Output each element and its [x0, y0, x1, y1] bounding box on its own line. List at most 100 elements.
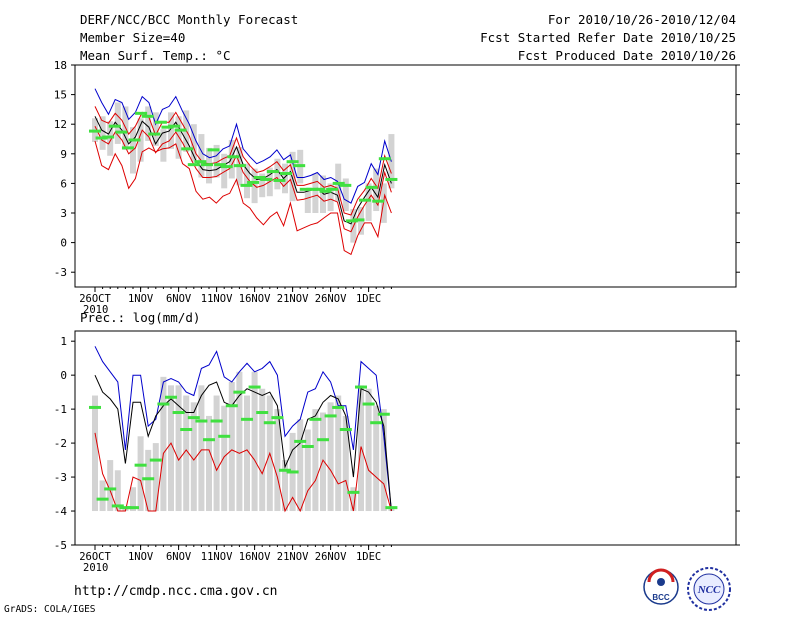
temperature-frame	[74, 64, 737, 288]
temperature-mean-mark-44	[378, 157, 391, 161]
temperature-ytick-label-5: 12	[54, 118, 67, 131]
temperature-bar-10	[168, 112, 174, 149]
temperature-mean-mark-25	[253, 175, 266, 179]
temperature-ytick-label-3: 6	[60, 177, 67, 190]
temperature-bar-6	[137, 118, 144, 162]
temperature-mean-mark-9	[148, 132, 161, 136]
temperature-xtick-label-7: 1DEC	[356, 293, 381, 305]
temperature-bar-30	[320, 175, 326, 213]
precipitation-ytick-label-3: -2	[54, 437, 67, 450]
temperature-mean-mark-24	[247, 180, 260, 184]
temperature-bar-36	[365, 183, 372, 221]
precipitation-bar-13	[190, 402, 197, 512]
temperature-xtick-label-3: 11NOV	[201, 293, 233, 305]
precipitation-bar-21	[251, 371, 258, 512]
temperature-bar-14	[198, 134, 205, 178]
temperature-bar-24	[274, 158, 281, 190]
temperature-mean-mark-41	[359, 198, 372, 202]
bcc-logo-arc	[647, 568, 675, 583]
precipitation-bar-24	[274, 409, 281, 512]
temperature-bar-7	[145, 106, 152, 141]
precipitation-bar-11	[175, 385, 182, 512]
precipitation-xtick-label-4: 16NOV	[239, 551, 271, 563]
temperature-mean-mark-22	[233, 164, 246, 168]
precipitation-mean-mark-36	[362, 402, 375, 406]
temperature-xtick-label-5: 21NOV	[277, 293, 309, 305]
precipitation-ytick-label-4: -1	[54, 403, 67, 416]
precipitation-mean-mark-30	[317, 438, 329, 442]
temperature-line-upper	[94, 88, 392, 204]
precipitation-ytick-label-0: -5	[54, 539, 67, 552]
precipitation-xtick-label-2: 6NOV	[166, 551, 192, 563]
temperature-bar-29	[312, 173, 319, 213]
precipitation-ytick-label-1: -4	[54, 505, 68, 518]
temperature-mean-mark-18	[207, 148, 220, 152]
precipitation-bar-25	[282, 460, 288, 512]
precipitation-bar-9	[160, 376, 167, 512]
precipitation-mean-mark-32	[332, 405, 345, 409]
precipitation-xtick-label-5: 21NOV	[277, 551, 309, 563]
precipitation-mean-mark-6	[134, 463, 147, 467]
forecast-started-date: Fcst Started Refer Date 2010/10/25	[480, 30, 736, 45]
forecast-period: For 2010/10/26-2010/12/04	[547, 12, 736, 27]
temperature-mean-mark-12	[168, 124, 181, 128]
temperature-mean-mark-16	[194, 160, 207, 164]
precipitation-panel: -5 -4 -3 -2 -1 0 1 26OCT 1NOV 6NOV 11NOV 16NOV 21NOV…	[54, 310, 740, 574]
temperature-mean-mark-28	[273, 178, 286, 182]
temperature-mean-mark-0	[89, 129, 101, 133]
chart-title: DERF/NCC/BCC Monthly Forecast	[80, 12, 299, 27]
precipitation-xtick-label-7: 1DEC	[356, 551, 381, 563]
precipitation-xtick-label-1: 1NOV	[128, 551, 154, 563]
source-url[interactable]: http://cmdp.ncc.cma.gov.cn	[74, 584, 278, 599]
precip-variable-label: Prec.: log(mm/d)	[80, 310, 200, 325]
temperature-mean-mark-29	[280, 172, 293, 176]
temperature-bar-25	[282, 163, 288, 194]
temperature-mean-mark-32	[299, 187, 312, 191]
temperature-line-lower	[94, 140, 392, 256]
temperature-mean-mark-31	[293, 164, 306, 168]
ncc-logo-text: NCC	[697, 584, 721, 596]
temperature-bar-20	[244, 163, 250, 199]
temperature-mean-mark-27	[266, 170, 279, 174]
precipitation-mean-mark-11	[172, 411, 185, 415]
temperature-ytick-label-1: 0	[60, 237, 67, 250]
temperature-panel: -3 0 3 6 9 12 15 18 26OCT 1NOV 6NOV 11NOV 16NOV 21NOV…	[54, 59, 740, 316]
precipitation-bar-14	[198, 385, 205, 512]
precipitation-bar-0	[92, 395, 98, 512]
precipitation-bar-8	[152, 443, 159, 512]
temperature-mean-mark-38	[339, 183, 352, 187]
temperature-mean-mark-34	[312, 187, 325, 191]
temperature-mean-mark-6	[128, 138, 141, 142]
temperature-ytick-label-2: 3	[60, 207, 67, 220]
precipitation-mean-mark-5	[127, 506, 139, 510]
temperature-ytick-label-4: 9	[60, 148, 67, 161]
forecast-produced-date: Fcst Produced Date 2010/10/26	[517, 48, 736, 63]
precipitation-bar-33	[342, 415, 349, 512]
member-size: Member Size=40	[80, 30, 186, 45]
precipitation-bar-17	[221, 405, 228, 512]
precipitation-mean-mark-1	[96, 497, 109, 501]
temperature-mean-mark-5	[121, 146, 134, 150]
precipitation-bar-31	[327, 402, 334, 512]
precipitation-mean-mark-4	[119, 506, 132, 510]
temperature-bar-37	[373, 168, 380, 212]
precipitation-mean-mark-16	[210, 419, 223, 423]
precipitation-xtick-label-0: 26OCT	[79, 551, 111, 563]
temperature-bar-33	[342, 178, 349, 212]
temperature-bar-1	[99, 116, 106, 150]
precipitation-bar-6	[137, 436, 144, 512]
precipitation-mean-mark-21	[248, 385, 261, 389]
precipitation-ytick-label-2: -3	[54, 471, 67, 484]
precipitation-mean-mark-9	[157, 402, 170, 406]
precipitation-mean-mark-15	[203, 438, 215, 442]
precipitation-bar-19	[236, 371, 243, 512]
precipitation-mean-mark-14	[195, 419, 208, 423]
temperature-bar-3	[114, 102, 121, 144]
precipitation-mean-mark-25	[279, 468, 291, 472]
precipitation-mean-mark-22	[256, 411, 269, 415]
precipitation-mean-mark-26	[286, 470, 299, 474]
precipitation-mean-mark-13	[187, 416, 200, 420]
ncc-logo: NCC	[687, 567, 731, 611]
